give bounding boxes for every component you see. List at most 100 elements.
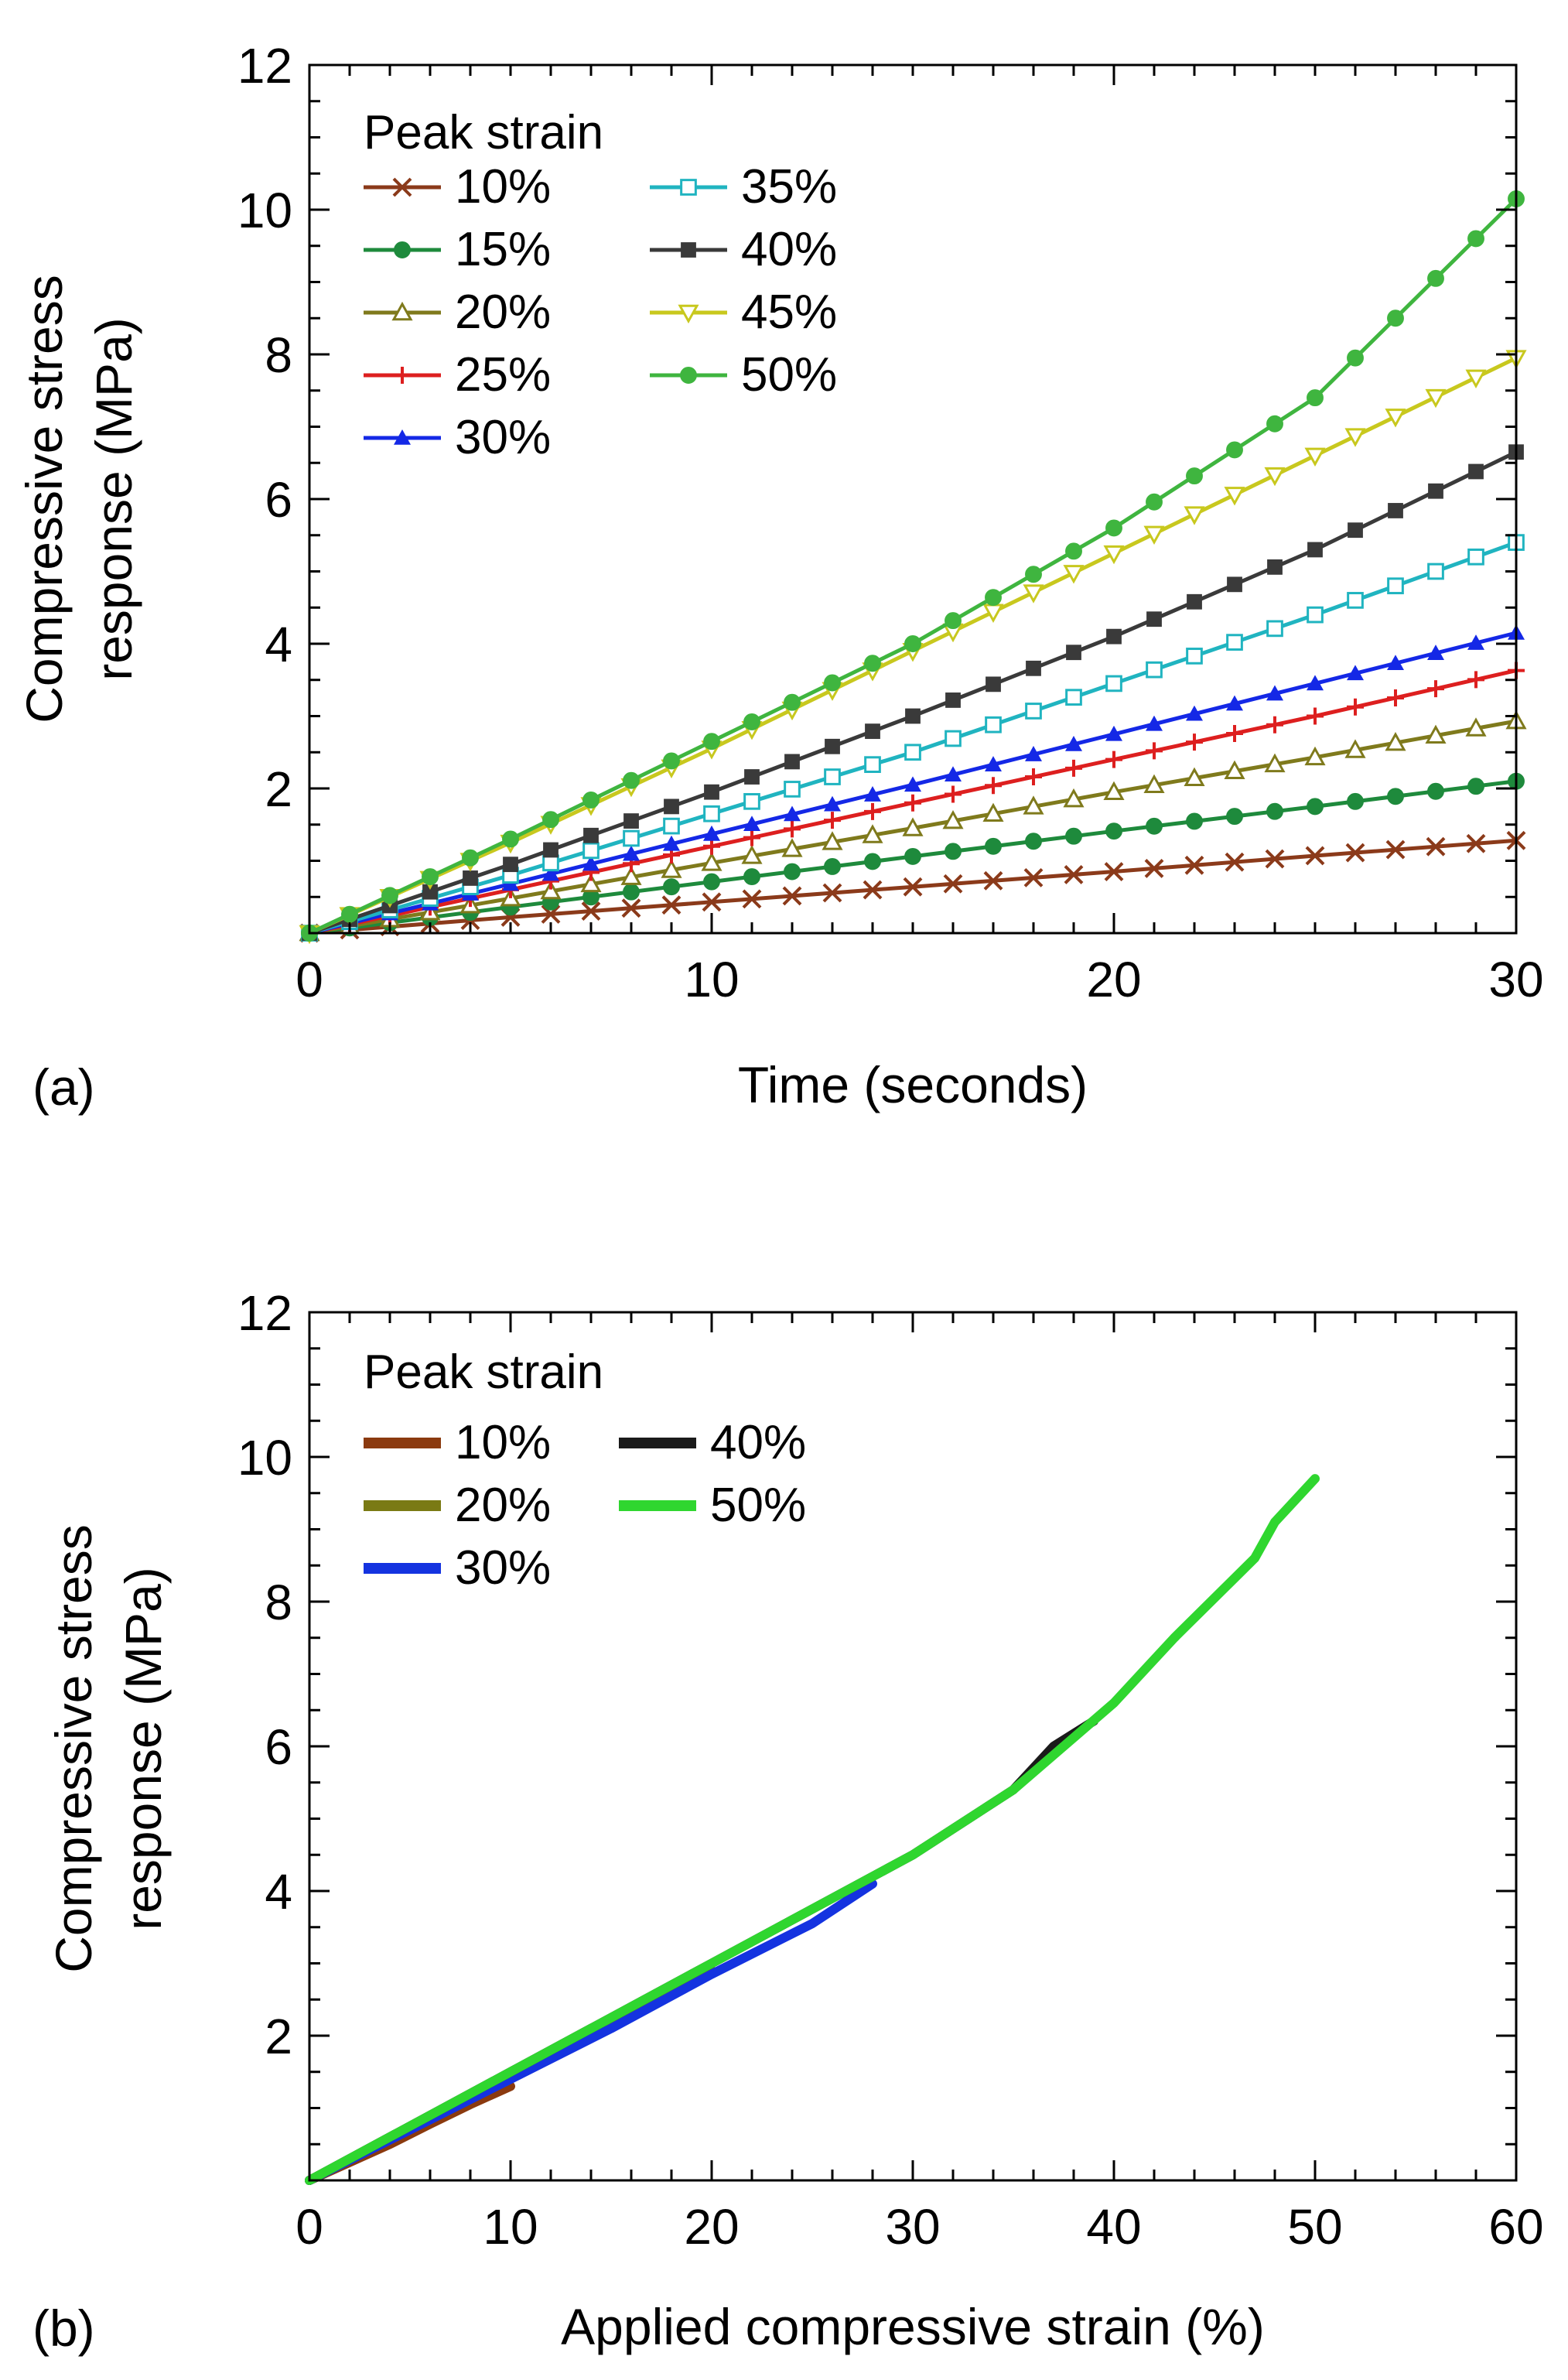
data-point — [1385, 409, 1406, 428]
data-point — [945, 730, 962, 747]
data-point — [1264, 753, 1286, 773]
data-point — [945, 612, 962, 630]
data-point — [864, 802, 881, 820]
data-point — [583, 827, 599, 843]
data-point — [945, 766, 962, 782]
y-tick-label: 12 — [237, 38, 292, 94]
legend-b: Peak strain 10% 20% 30% 40% 50% — [364, 1346, 806, 1595]
data-point — [1226, 634, 1243, 651]
x-axis-label-b: Applied compressive strain (%) — [561, 2298, 1265, 2355]
data-point — [784, 863, 801, 881]
legend-item: 50% — [619, 1479, 806, 1532]
data-point — [1387, 788, 1404, 805]
legend-label: 40% — [710, 1416, 806, 1469]
data-point — [1425, 388, 1447, 409]
series-layer-b — [305, 1474, 1320, 2185]
y-tick-label: 12 — [237, 1285, 292, 1341]
data-point — [1186, 733, 1203, 751]
data-point — [743, 816, 760, 831]
data-point — [661, 859, 682, 878]
data-point — [1344, 739, 1366, 758]
data-point — [381, 887, 398, 904]
legend-item: 15% — [364, 223, 551, 276]
data-point — [1467, 778, 1484, 795]
legend-label: 20% — [455, 1479, 551, 1532]
data-point — [824, 674, 841, 692]
data-point — [1388, 503, 1403, 518]
data-point — [1387, 689, 1404, 706]
data-point — [1026, 660, 1041, 676]
data-point — [623, 883, 640, 901]
data-point — [945, 843, 962, 860]
data-point — [1427, 645, 1444, 660]
data-point — [824, 795, 841, 812]
data-point — [904, 776, 921, 792]
legend-item: 30% — [364, 411, 551, 464]
data-point — [581, 901, 601, 921]
data-point — [663, 752, 680, 770]
series-35pct — [301, 534, 1525, 942]
series-50pct — [305, 1474, 1320, 2185]
data-point — [863, 880, 883, 900]
legend-marker — [394, 241, 411, 258]
data-point — [784, 805, 801, 822]
x-tick-label: 30 — [885, 2199, 940, 2255]
data-point — [904, 744, 921, 761]
data-point — [784, 754, 800, 770]
legend-item: 45% — [650, 286, 837, 339]
legend-item: 50% — [650, 348, 837, 402]
legend-marker — [391, 301, 413, 321]
data-point — [904, 847, 921, 865]
y-tick-label: 6 — [265, 1719, 292, 1775]
legend-label: 15% — [455, 223, 551, 276]
legend-marker — [394, 429, 411, 445]
legend-title: Peak strain — [364, 1346, 603, 1399]
data-point — [1307, 542, 1323, 558]
data-point — [701, 852, 723, 871]
data-point — [621, 898, 641, 918]
y-tick-label: 8 — [265, 1575, 292, 1630]
data-point — [1385, 839, 1406, 860]
data-point — [782, 886, 802, 906]
data-point — [741, 845, 763, 864]
data-point — [1065, 827, 1082, 845]
data-point — [462, 849, 479, 867]
legend-marker — [392, 177, 412, 197]
data-point — [1227, 576, 1242, 593]
data-point — [1224, 760, 1245, 780]
data-point — [1427, 563, 1444, 580]
data-point — [422, 868, 439, 886]
data-point — [1146, 742, 1163, 760]
data-point — [502, 830, 519, 848]
data-point — [1143, 525, 1165, 545]
x-tick-label: 50 — [1287, 2199, 1342, 2255]
data-point — [822, 831, 843, 850]
data-point — [1184, 767, 1205, 787]
data-point — [623, 845, 640, 861]
data-point — [1065, 689, 1082, 706]
x-tick-label: 20 — [684, 2199, 739, 2255]
data-point — [1025, 833, 1042, 850]
data-point — [703, 805, 720, 822]
data-point — [1186, 812, 1203, 830]
data-point — [985, 589, 1002, 607]
y-tick-label: 2 — [265, 761, 292, 817]
legend-label: 25% — [455, 348, 551, 402]
data-point — [864, 786, 881, 802]
data-point — [1105, 725, 1122, 741]
data-point — [943, 874, 963, 894]
data-point — [1064, 865, 1084, 884]
y-tick-label: 8 — [265, 327, 292, 383]
data-point — [983, 870, 1003, 891]
data-point — [1184, 855, 1204, 875]
data-point — [1345, 843, 1365, 863]
data-point — [945, 692, 961, 708]
y-tick-label: 10 — [237, 1430, 292, 1486]
data-point — [582, 792, 600, 809]
data-point — [1063, 788, 1085, 808]
data-point — [1025, 768, 1042, 786]
data-point — [1307, 707, 1324, 725]
data-point — [1305, 846, 1325, 866]
data-point — [743, 713, 760, 730]
